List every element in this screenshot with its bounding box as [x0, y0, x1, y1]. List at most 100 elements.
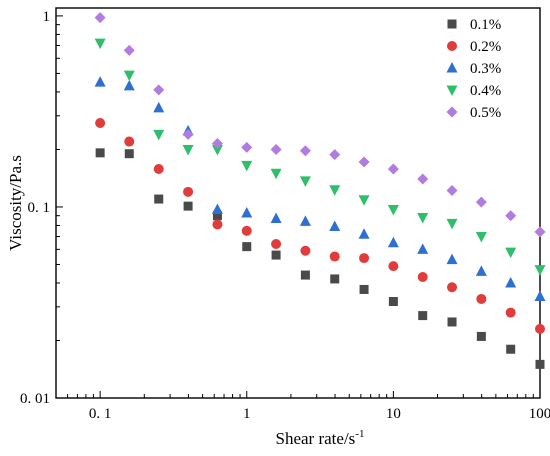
data-point-0-1-pct [476, 331, 486, 341]
data-point-0-3-pct [270, 212, 282, 224]
legend-marker [447, 41, 457, 51]
data-point-0-2-pct [388, 261, 399, 272]
data-point-0-1-pct [330, 274, 340, 284]
legend-marker [446, 106, 458, 118]
data-point-0-5-pct [123, 44, 135, 56]
data-point-0-3-pct [94, 76, 106, 87]
data-point-0-1-pct [242, 242, 252, 252]
data-point-0-2-pct [212, 219, 223, 230]
data-point-0-3-pct [211, 203, 223, 214]
data-point-0-1-pct [154, 194, 164, 204]
data-point-0-1-pct [300, 270, 310, 280]
data-point-0-3-pct [329, 220, 341, 232]
x-tick-label: 10 [386, 406, 401, 422]
data-point-0-4-pct [182, 144, 194, 156]
data-point-0-3-pct [417, 243, 429, 254]
x-axis-title: Shear rate/s-1 [276, 428, 365, 448]
y-tick-label: 0. 01 [20, 391, 50, 407]
data-point-0-4-pct [241, 160, 253, 172]
data-point-0-4-pct [505, 247, 517, 259]
data-point-0-5-pct [505, 210, 517, 222]
x-tick-label: 100 [529, 406, 550, 422]
legend: 0.1% 0.2% 0.3% 0.4% 0.5% [446, 17, 501, 121]
data-point-0-2-pct [124, 136, 135, 147]
y-axis-title: Viscosity/Pa.s [6, 155, 25, 251]
data-point-0-2-pct [300, 245, 311, 256]
data-point-0-5-pct [534, 226, 546, 238]
x-tick-label: 1 [243, 406, 251, 422]
data-point-0-5-pct [299, 145, 311, 157]
data-point-0-2-pct [95, 118, 106, 129]
data-point-0-2-pct [271, 238, 282, 249]
data-point-0-5-pct [417, 173, 429, 185]
data-point-0-5-pct [270, 143, 282, 155]
data-point-0-2-pct [417, 271, 428, 282]
data-point-0-3-pct [153, 101, 165, 113]
data-point-0-3-pct [123, 79, 135, 91]
x-tick-label: 0. 1 [89, 406, 112, 422]
legend-marker [446, 85, 458, 96]
legend-label: 0.1% [470, 17, 501, 33]
legend-label: 0.2% [470, 39, 501, 55]
data-point-0-3-pct [475, 265, 487, 276]
data-point-0-1-pct [95, 148, 105, 158]
data-point-0-5-pct [241, 141, 253, 153]
data-point-0-3-pct [387, 236, 399, 248]
data-point-0-4-pct [446, 218, 458, 230]
data-point-0-3-pct [446, 253, 458, 265]
data-point-0-2-pct [505, 307, 516, 318]
legend-label: 0.5% [470, 105, 501, 121]
data-point-0-1-pct [271, 250, 281, 260]
data-point-0-4-pct [211, 144, 223, 156]
data-point-0-1-pct [388, 296, 398, 306]
data-point-0-5-pct [153, 84, 165, 96]
data-point-0-3-pct [505, 276, 517, 288]
data-points [94, 12, 546, 369]
data-point-0-4-pct [123, 70, 135, 82]
data-point-0-2-pct [476, 293, 487, 304]
data-point-0-4-pct [299, 176, 311, 187]
data-point-0-2-pct [447, 282, 458, 293]
y-tick-label: 0. 1 [28, 200, 51, 216]
data-point-0-1-pct [447, 317, 457, 327]
data-point-0-1-pct [359, 284, 369, 294]
axis-ticks: 0. 1 1 10 100 0. 01 0. 1 1 [20, 9, 550, 422]
legend-label: 0.3% [470, 61, 501, 77]
data-point-0-3-pct [534, 290, 546, 301]
data-point-0-1-pct [212, 211, 222, 221]
data-point-0-2-pct [535, 323, 545, 334]
data-point-0-5-pct [358, 156, 370, 168]
legend-marker [446, 62, 458, 73]
data-point-0-5-pct [211, 137, 223, 149]
data-point-0-4-pct [534, 265, 546, 276]
data-point-0-2-pct [329, 251, 340, 262]
data-point-0-1-pct [535, 359, 545, 369]
y-tick-label: 1 [43, 9, 51, 25]
data-point-0-5-pct [94, 12, 106, 24]
data-point-0-3-pct [241, 206, 253, 218]
data-point-0-3-pct [358, 228, 370, 239]
data-point-0-4-pct [417, 213, 429, 224]
data-point-0-5-pct [329, 149, 341, 161]
plot-frame [55, 7, 541, 399]
data-point-0-2-pct [359, 253, 370, 264]
legend-marker [447, 19, 457, 29]
data-point-0-2-pct [183, 186, 194, 197]
data-point-0-1-pct [124, 149, 134, 159]
data-point-0-1-pct [506, 344, 516, 354]
data-point-0-5-pct [475, 196, 487, 208]
data-point-0-3-pct [299, 215, 311, 226]
data-point-0-5-pct [182, 128, 194, 140]
data-point-0-4-pct [387, 204, 399, 216]
data-point-0-4-pct [153, 129, 165, 141]
data-point-0-5-pct [387, 163, 399, 175]
data-point-0-4-pct [475, 232, 487, 243]
legend-label: 0.4% [470, 83, 501, 99]
data-point-0-1-pct [418, 311, 428, 321]
data-point-0-1-pct [183, 201, 193, 211]
data-point-0-2-pct [153, 164, 164, 175]
data-point-0-4-pct [94, 38, 106, 50]
data-point-0-4-pct [329, 185, 341, 196]
data-point-0-5-pct [446, 184, 458, 196]
